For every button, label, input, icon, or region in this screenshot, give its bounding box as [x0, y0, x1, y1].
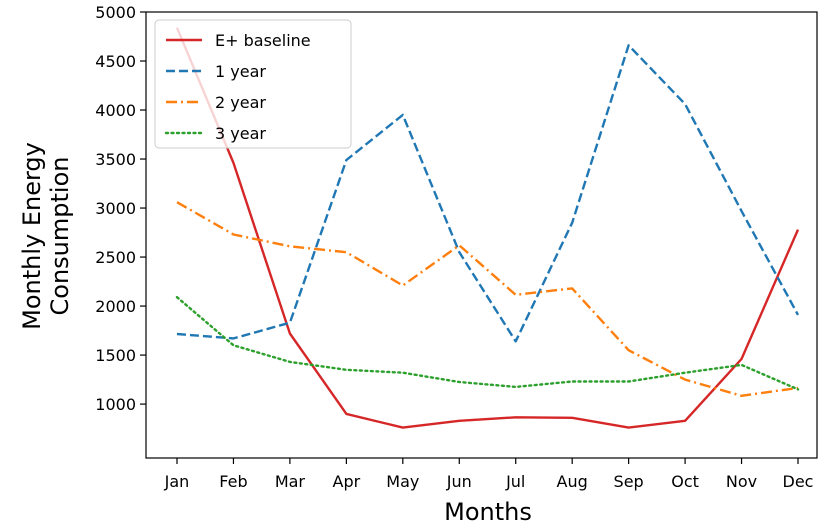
series-line-3-year [175, 296, 800, 391]
x-tick-label: Nov [726, 472, 757, 491]
x-tick-label: Feb [219, 472, 247, 491]
legend-label: 2 year [215, 93, 266, 112]
y-tick-label: 3000 [95, 199, 136, 218]
legend: E+ baseline 1 year 2 year 3 year [154, 19, 352, 149]
y-tick-label: 4000 [95, 101, 136, 120]
x-tick-label: Mar [275, 472, 306, 491]
y-tick-label: 2000 [95, 297, 136, 316]
x-tick-label: Jun [446, 472, 472, 491]
x-tick-label: Jul [505, 472, 525, 491]
series-lines [175, 27, 800, 429]
y-axis-label-line-2: Consumption [46, 157, 74, 316]
series-line-2-year [176, 201, 799, 397]
y-tick-label: 1500 [95, 346, 136, 365]
legend-label: 1 year [215, 62, 266, 81]
series-line-1-year [176, 44, 800, 343]
y-axis-ticks: 1000 1500 2000 2500 3000 3500 4000 4500 5000 [95, 3, 146, 414]
legend-label: E+ baseline [215, 31, 311, 50]
series-line-e-baseline [175, 27, 800, 429]
y-tick-label: 2500 [95, 248, 136, 267]
y-tick-label: 4500 [95, 52, 136, 71]
y-tick-label: 5000 [95, 3, 136, 22]
x-tick-label: Apr [333, 472, 361, 491]
x-tick-label: Sep [614, 472, 644, 491]
legend-box [154, 19, 352, 149]
y-tick-label: 3500 [95, 150, 136, 169]
x-tick-label: May [386, 472, 419, 491]
axes [145, 11, 818, 459]
y-axis-label-line-1: Monthly Energy [18, 142, 46, 330]
y-tick-label: 1000 [95, 395, 136, 414]
x-tick-label: Jan [164, 472, 190, 491]
x-tick-label: Dec [783, 472, 814, 491]
legend-label: 3 year [215, 124, 266, 143]
x-tick-label: Oct [671, 472, 699, 491]
x-axis-ticks: Jan Feb Mar Apr May Jun Jul Aug Sep Oct Nov Dec [164, 458, 814, 491]
plot-frame [145, 11, 818, 459]
x-tick-label: Aug [557, 472, 588, 491]
x-axis-label: Months [444, 498, 532, 526]
